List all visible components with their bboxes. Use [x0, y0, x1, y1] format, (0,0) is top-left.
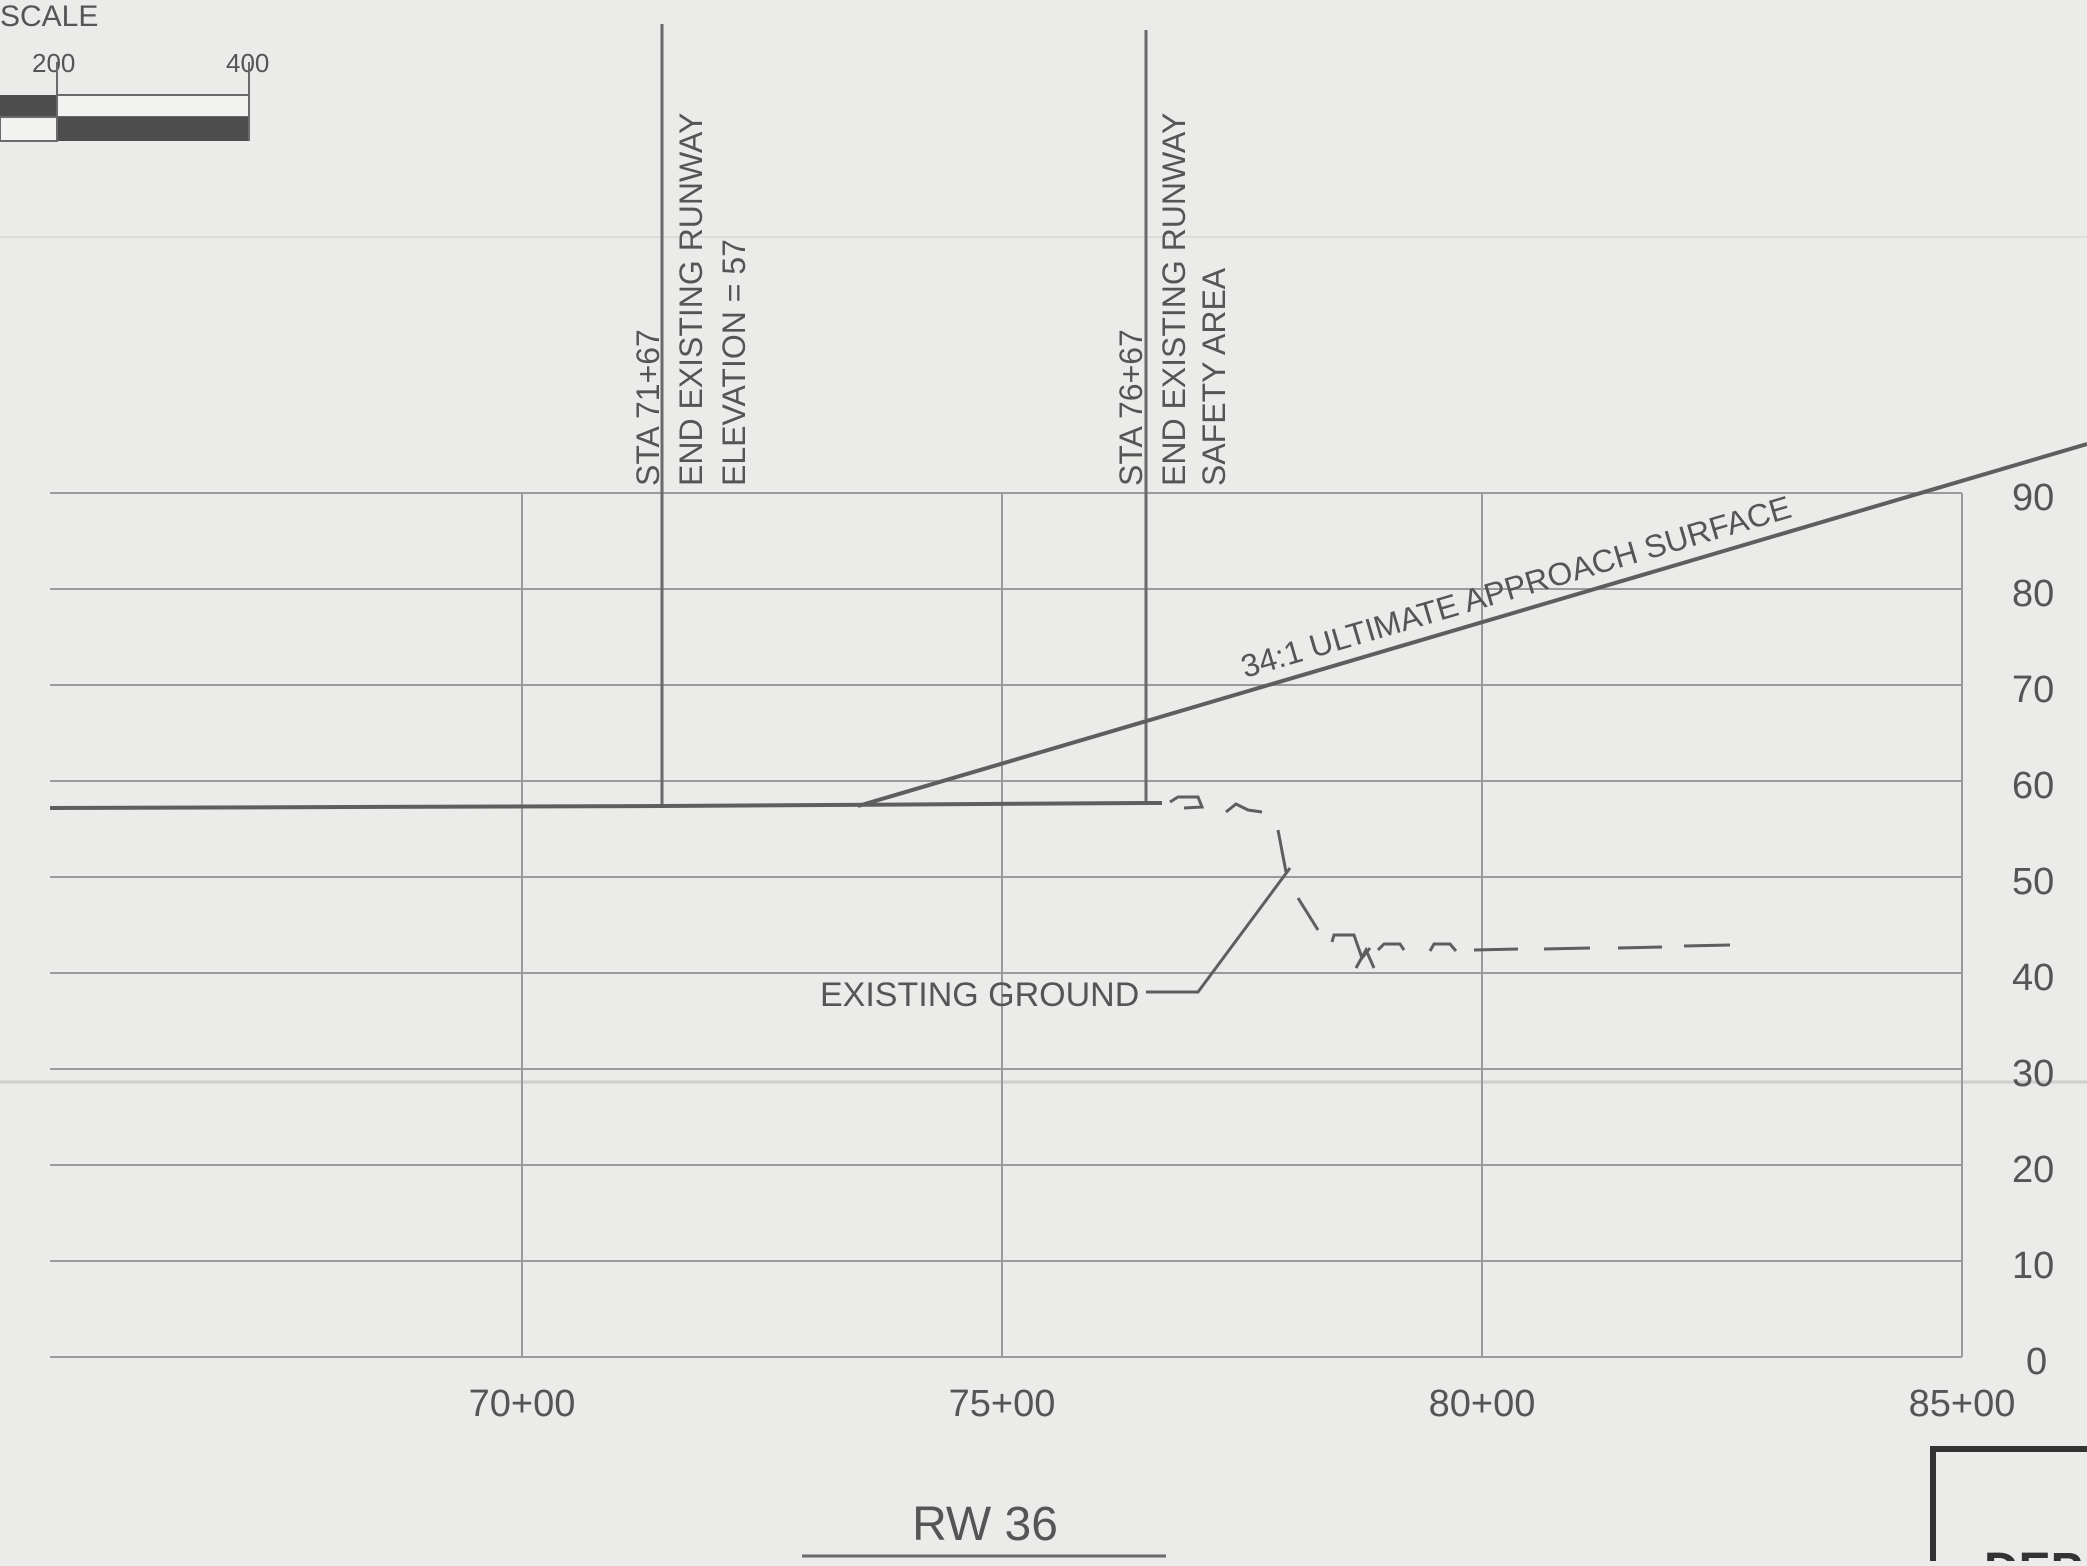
scale-bar: SCALE 200 400: [0, 0, 269, 142]
sta-76-callout: STA 76+67 END EXISTING RUNWAY SAFETY ARE…: [1113, 113, 1232, 486]
profile-title: RW 36: [912, 1498, 1058, 1551]
elevation-label: 90: [2012, 477, 2054, 519]
station-label: 85+00: [1909, 1383, 2016, 1425]
callout-line: END EXISTING RUNWAY: [673, 113, 709, 486]
callout-line: END EXISTING RUNWAY: [1156, 113, 1192, 486]
station-label: 70+00: [469, 1383, 576, 1425]
approach-surface-line: [857, 442, 2087, 808]
station-label: 75+00: [949, 1383, 1056, 1425]
title-block: DEP: [1930, 1446, 2087, 1566]
existing-ground-label: EXISTING GROUND: [820, 976, 1139, 1014]
title-block-text: DEP: [1984, 1544, 2083, 1561]
elevation-label: 10: [2012, 1245, 2054, 1287]
callout-line: STA 76+67: [1113, 329, 1149, 486]
elevation-label: 70: [2012, 669, 2054, 711]
existing-ground-line: [1169, 795, 1731, 969]
callout-line: SAFETY AREA: [1196, 267, 1232, 486]
station-label: 80+00: [1429, 1383, 1536, 1425]
scale-tick-400: 400: [226, 48, 269, 78]
approach-surface-label: 34:1 ULTIMATE APPROACH SURFACE: [1237, 489, 1795, 685]
scale-segment: [0, 116, 58, 142]
elevation-label: 20: [2012, 1149, 2054, 1191]
elevation-label: 40: [2012, 957, 2054, 999]
elevation-label: 0: [2026, 1341, 2047, 1383]
elevation-label: 80: [2012, 573, 2054, 615]
elevation-label: 60: [2012, 765, 2054, 807]
station-axis: 70+00 75+00 80+00 85+00: [469, 1383, 2016, 1425]
scale-segment: [56, 94, 250, 118]
profile-grid: [50, 492, 1963, 1358]
elevation-label: 50: [2012, 861, 2054, 903]
callout-line: STA 71+67: [630, 329, 666, 486]
elevation-axis: 90 80 70 60 50 40 30 20 10 0: [2012, 477, 2054, 1383]
elevation-label: 30: [2012, 1053, 2054, 1095]
existing-ground-leader: [1146, 867, 1292, 994]
runway-profile-line: [49, 801, 1162, 810]
scale-label: SCALE: [0, 0, 98, 33]
sta-71-callout: STA 71+67 END EXISTING RUNWAY ELEVATION …: [630, 113, 752, 486]
scale-tick-200: 200: [32, 48, 75, 78]
callout-line: ELEVATION = 57: [716, 239, 752, 486]
scale-segment: [57, 117, 249, 141]
scale-segment: [0, 95, 57, 117]
